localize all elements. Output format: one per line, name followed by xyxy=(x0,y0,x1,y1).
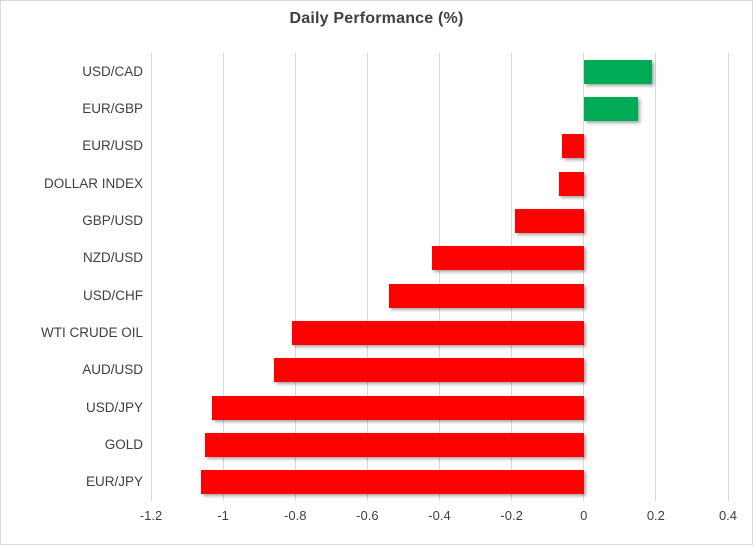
gridline-x--1 xyxy=(222,53,224,501)
bar-eur-gbp xyxy=(583,97,638,121)
gridline-x-0 xyxy=(583,53,585,501)
bar-wti-crude-oil xyxy=(291,321,584,345)
bar-usd-jpy xyxy=(212,395,584,420)
x-tick-label: -1.2 xyxy=(139,508,163,523)
category-label: NZD/USD xyxy=(83,250,143,266)
x-tick-label: -0.8 xyxy=(284,508,307,523)
bar-dollar-index xyxy=(558,171,584,196)
bar-usd-cad xyxy=(583,59,653,84)
bar-aud-usd xyxy=(273,358,584,383)
gridline-x--0.8 xyxy=(294,53,296,501)
x-tick-label: -0.4 xyxy=(428,508,451,523)
gridline-x--0.2 xyxy=(511,53,513,501)
category-label: USD/CHF xyxy=(83,287,143,303)
category-label: EUR/JPY xyxy=(85,474,143,490)
bar-gbp-usd xyxy=(515,209,584,233)
bar-eur-jpy xyxy=(201,470,584,495)
category-label: GOLD xyxy=(104,437,143,452)
x-tick-label: -0.2 xyxy=(500,508,523,523)
gridline-x--1.2 xyxy=(150,53,152,501)
gridline-x-0.4 xyxy=(727,53,729,501)
gridline-x--0.6 xyxy=(366,53,368,501)
bar-usd-chf xyxy=(389,283,584,308)
x-tick-label: 0.2 xyxy=(646,508,665,523)
category-label: EUR/GBP xyxy=(82,101,143,116)
gridline-x--0.4 xyxy=(439,53,440,501)
category-label: GBP/USD xyxy=(82,213,143,228)
bar-gold xyxy=(205,433,584,457)
category-label: WTI CRUDE OIL xyxy=(40,325,143,340)
x-tick-label: -0.6 xyxy=(356,508,379,523)
category-label: DOLLAR INDEX xyxy=(43,175,143,191)
category-label: AUD/USD xyxy=(82,362,143,378)
chart-title: Daily Performance (%) xyxy=(289,10,464,27)
plot-area xyxy=(150,53,729,501)
bar-eur-usd xyxy=(562,134,584,159)
x-tick-label: 0 xyxy=(580,508,588,523)
gridline-x-0.2 xyxy=(655,53,657,501)
x-tick-label: 0.4 xyxy=(718,508,738,523)
category-label: EUR/USD xyxy=(82,138,143,154)
bar-nzd-usd xyxy=(432,246,584,271)
x-tick-label: -1 xyxy=(217,508,229,523)
category-label: USD/CAD xyxy=(82,63,143,79)
category-label: USD/JPY xyxy=(85,399,143,415)
